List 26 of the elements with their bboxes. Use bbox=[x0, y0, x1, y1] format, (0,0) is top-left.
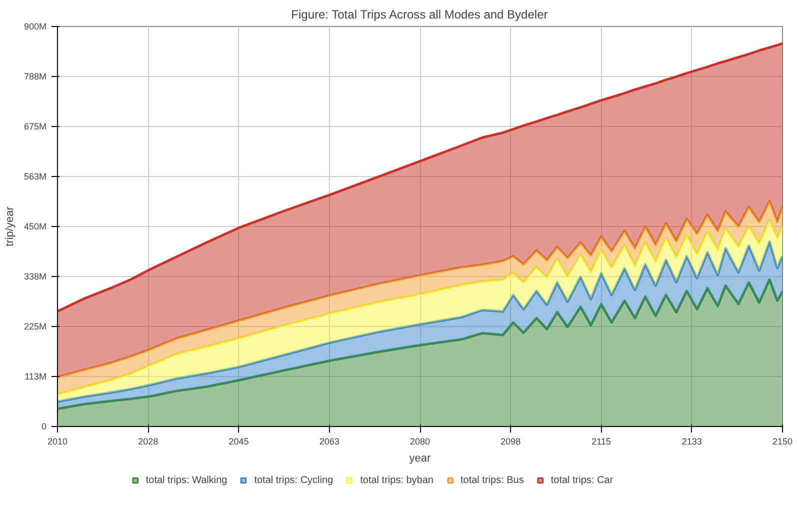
y-tick-label: 338M bbox=[24, 272, 46, 282]
y-tick-label: 563M bbox=[24, 172, 46, 182]
legend-label: total trips: Bus bbox=[460, 474, 524, 486]
legend-label: total trips: Walking bbox=[146, 474, 228, 486]
x-tick-label: 2063 bbox=[319, 436, 340, 446]
x-tick-label: 2010 bbox=[47, 436, 68, 446]
x-tick-label: 2115 bbox=[592, 436, 611, 446]
y-tick-label: 113M bbox=[24, 372, 47, 382]
y-tick-label: 788M bbox=[24, 72, 46, 82]
y-tick-label: 225M bbox=[24, 322, 46, 332]
y-tick-label: 0 bbox=[41, 422, 47, 432]
legend-label: total trips: byban bbox=[360, 474, 434, 486]
x-tick-label: 2028 bbox=[138, 436, 158, 446]
legend-label: total trips: Car bbox=[550, 474, 614, 486]
y-tick-label: 450M bbox=[24, 222, 46, 232]
y-tick-label: 900M bbox=[24, 22, 46, 32]
x-tick-label: 2150 bbox=[772, 436, 793, 446]
x-tick-label: 2045 bbox=[228, 436, 249, 446]
y-tick-label: 675M bbox=[24, 122, 46, 132]
x-tick-label: 2098 bbox=[500, 436, 521, 446]
x-tick-label: 2080 bbox=[410, 436, 430, 446]
x-axis-title: year bbox=[409, 452, 432, 464]
legend-label: total trips: Cycling bbox=[254, 474, 334, 486]
y-axis-title: trip/year bbox=[4, 206, 16, 246]
x-tick-label: 2133 bbox=[682, 436, 702, 446]
chart-title: Figure: Total Trips Across all Modes and Bydeler bbox=[291, 8, 548, 22]
